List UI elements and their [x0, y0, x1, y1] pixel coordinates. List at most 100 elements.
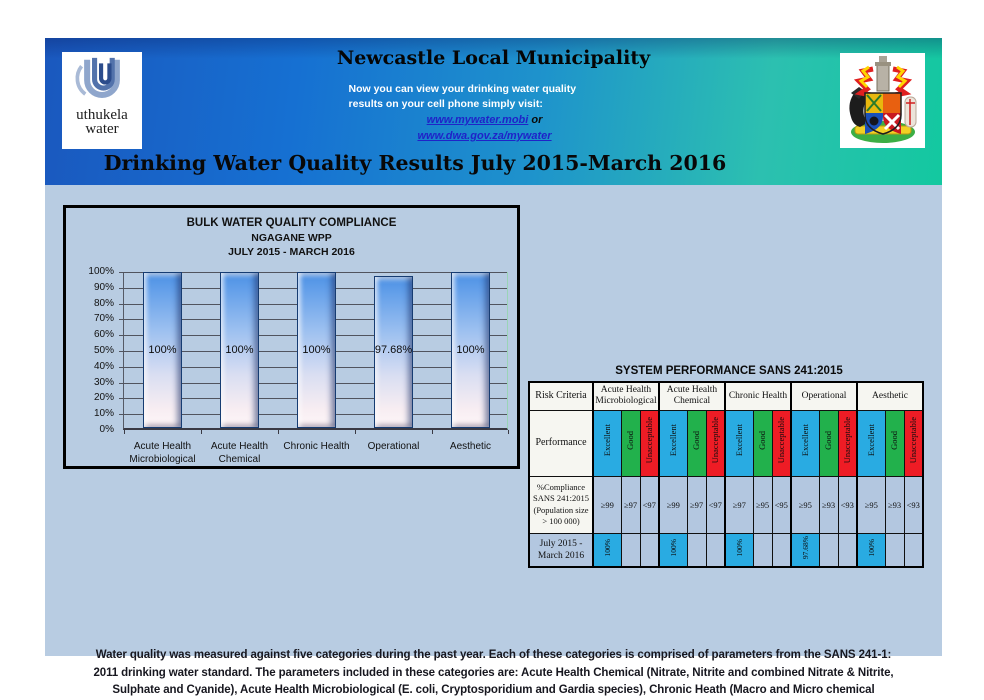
- x-tick: [508, 430, 509, 434]
- bar-slot: 100%: [124, 272, 201, 428]
- period-label-line: July 2015 -: [539, 538, 583, 549]
- chart-period: JULY 2015 - MARCH 2016: [228, 246, 355, 258]
- result-text: 100%: [668, 538, 678, 557]
- rating-text: Good: [889, 431, 900, 450]
- bar-value-label: 100%: [456, 344, 485, 356]
- bar-chronic-health: [297, 272, 336, 428]
- rating-text: Excellent: [866, 424, 876, 457]
- xlabel-chronic-health: Chronic Health: [283, 441, 350, 452]
- result-cell-ch: 100%: [724, 532, 754, 568]
- compliance-label-line: > 100 000): [542, 516, 580, 526]
- rating-text: Unacceptable: [644, 417, 654, 464]
- empty-cell: [818, 532, 839, 568]
- performance-label-cell: Performance: [528, 409, 594, 477]
- coat-of-arms-icon: [848, 56, 916, 143]
- result-cell-ahm: 100%: [592, 532, 622, 568]
- uthukela-u-icon: [75, 57, 120, 98]
- threshold-cell: <93: [903, 475, 924, 534]
- xlabel-operational: Operational: [367, 441, 420, 452]
- rating-text: Good: [625, 431, 636, 450]
- logo-word-2: water: [85, 121, 119, 137]
- empty-cell: [903, 532, 924, 568]
- promo-line-1: Now you can view your drinking water qua…: [348, 83, 577, 95]
- threshold-cell: ≥93: [818, 475, 839, 534]
- plot-area: 100% 100% 100% 97.68%: [119, 272, 509, 465]
- bar-value-label: 100%: [148, 344, 177, 356]
- threshold-cell: ≥99: [658, 475, 688, 534]
- ytick-20: 20%: [93, 392, 114, 403]
- bar-operational: [374, 275, 413, 428]
- rating-cell-good: Good: [620, 409, 641, 477]
- group-header-ahm: Acute Health Microbiological: [592, 381, 660, 411]
- compliance-label-line: (Population size: [533, 504, 589, 515]
- threshold-cell: ≥97: [620, 475, 641, 534]
- ytick-30: 30%: [93, 377, 114, 388]
- result-cell-op: 97.68%: [790, 532, 820, 568]
- bar-value-label: 100%: [302, 344, 331, 356]
- empty-cell: [620, 532, 641, 568]
- xlabel-acute-health-microbiological: Acute Health Microbiological: [129, 441, 196, 465]
- bar-aesthetic: [451, 272, 490, 428]
- x-tick: [432, 430, 433, 434]
- footer-line: Water quality was measured against five …: [95, 649, 892, 661]
- result-text: 100%: [602, 538, 612, 557]
- sans-performance-table: Risk Criteria Acute Health Microbiologic…: [528, 381, 924, 568]
- rating-text: Good: [823, 431, 834, 450]
- rating-text: Good: [757, 431, 768, 450]
- bar-acute-health-chemical: [220, 272, 259, 428]
- bar-slot: 100%: [278, 272, 355, 428]
- bar-value-label: 97.68%: [374, 344, 413, 356]
- rating-cell-good: Good: [884, 409, 905, 477]
- rating-text: Good: [691, 431, 702, 450]
- promo-links: www.mywater.mobi or www.dwa.gov.za/mywat…: [335, 112, 635, 144]
- report-subtitle: Drinking Water Quality Results July 2015…: [103, 151, 727, 175]
- threshold-cell: ≥97: [686, 475, 707, 534]
- rating-cell-good: Good: [818, 409, 839, 477]
- group-header-aes: Aesthetic: [856, 381, 924, 411]
- empty-cell: [752, 532, 773, 568]
- rating-cell-unacceptable: Unacceptable: [903, 409, 924, 477]
- empty-cell: [884, 532, 905, 568]
- x-tick: [355, 430, 356, 434]
- content-area: BULK WATER QUALITY COMPLIANCE NGAGANE WP…: [45, 185, 942, 696]
- chart-title-block: BULK WATER QUALITY COMPLIANCE NGAGANE WP…: [66, 216, 517, 259]
- rating-cell-unacceptable: Unacceptable: [639, 409, 660, 477]
- ytick-40: 40%: [93, 361, 114, 372]
- empty-cell: [686, 532, 707, 568]
- bar-slot: 97.68%: [355, 272, 432, 428]
- rating-text: Unacceptable: [776, 417, 786, 464]
- x-tick: [278, 430, 279, 434]
- ytick-60: 60%: [93, 329, 114, 340]
- result-text: 100%: [734, 538, 744, 557]
- ytick-90: 90%: [93, 282, 114, 293]
- rating-text: Excellent: [602, 424, 612, 457]
- dwa-link[interactable]: www.dwa.gov.za/mywater: [417, 130, 552, 142]
- period-label-line: March 2016: [537, 550, 585, 561]
- ytick-0: 0%: [99, 424, 114, 435]
- threshold-cell: <93: [837, 475, 858, 534]
- mywater-link[interactable]: www.mywater.mobi: [426, 114, 529, 126]
- bar-value-label: 100%: [225, 344, 254, 356]
- rating-cell-excellent: Excellent: [856, 409, 886, 477]
- rating-text: Unacceptable: [710, 417, 720, 464]
- ytick-80: 80%: [93, 298, 114, 309]
- xlabel-aesthetic: Aesthetic: [449, 441, 492, 452]
- compliance-label-line: %Compliance: [536, 481, 586, 492]
- rating-cell-good: Good: [686, 409, 707, 477]
- result-text: 97.68%: [800, 535, 810, 559]
- threshold-cell: ≥95: [856, 475, 886, 534]
- group-header-ahc: Acute Health Chemical: [658, 381, 726, 411]
- threshold-cell: ≥99: [592, 475, 622, 534]
- chart-subtitle: NGAGANE WPP: [251, 232, 332, 244]
- bar-slot: 100%: [201, 272, 278, 428]
- xlabel-acute-health-chemical: Acute Health Chemical: [210, 441, 269, 465]
- compliance-bar-chart: BULK WATER QUALITY COMPLIANCE NGAGANE WP…: [63, 205, 520, 469]
- ytick-10: 10%: [93, 408, 114, 419]
- rating-text: Unacceptable: [908, 417, 918, 464]
- compliance-label-line: SANS 241:2015: [533, 493, 589, 503]
- table-title: SYSTEM PERFORMANCE SANS 241:2015: [615, 365, 843, 377]
- rating-cell-excellent: Excellent: [724, 409, 754, 477]
- empty-cell: [837, 532, 858, 568]
- promo-block: Now you can view your drinking water qua…: [335, 82, 635, 144]
